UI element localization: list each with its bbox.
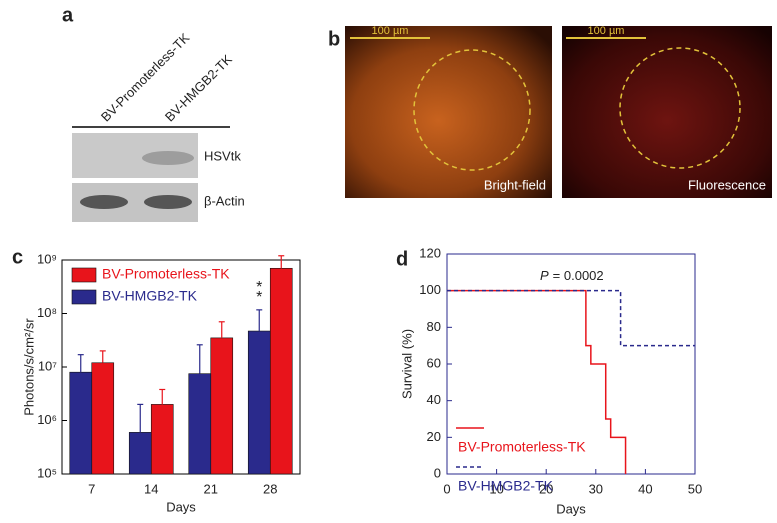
x-axis-label: Days xyxy=(166,499,196,514)
row-label: HSVtk xyxy=(204,148,241,163)
image-label: Bright-field xyxy=(484,177,546,192)
p-text: = 0.0002 xyxy=(553,268,604,283)
panel-label: d xyxy=(396,248,408,270)
y-tick-label: 20 xyxy=(427,429,441,444)
y-tick-label: 60 xyxy=(427,355,441,370)
x-tick-label: 21 xyxy=(204,481,218,496)
legend-label: BV-Promoterless-TK xyxy=(102,266,230,282)
significance: * xyxy=(256,279,262,296)
micrograph xyxy=(345,26,552,198)
x-tick-label: 30 xyxy=(589,481,603,496)
y-tick-label: 80 xyxy=(427,319,441,334)
bar xyxy=(150,404,174,475)
x-tick-label: 50 xyxy=(688,481,702,496)
blot-band xyxy=(80,195,128,209)
y-tick-label: 100 xyxy=(419,282,441,297)
chart-c: 10⁵ 10⁶ 10⁷ 10⁸ 10⁹ 7 14 21 28 ** Days Photons/s/cm… xyxy=(21,251,301,514)
significance: * xyxy=(256,289,262,306)
image-label: Fluorescence xyxy=(688,177,766,192)
x-tick-label: 0 xyxy=(443,481,450,496)
bar xyxy=(91,362,115,475)
x-tick-label: 7 xyxy=(88,481,95,496)
y-tick-label: 10⁷ xyxy=(38,358,57,373)
micrograph xyxy=(562,26,772,198)
p-value: P = 0.0002 xyxy=(540,268,604,283)
x-tick-label: 10 xyxy=(489,481,503,496)
y-tick-label: 40 xyxy=(427,392,441,407)
bar xyxy=(269,267,293,475)
x-tick-label: 28 xyxy=(263,481,277,496)
y-tick-label: 10⁹ xyxy=(37,251,57,266)
panel-label: b xyxy=(328,28,340,50)
legend-label: BV-HMGB2-TK xyxy=(458,478,554,494)
blot-band xyxy=(142,151,194,165)
panel-label: c xyxy=(12,246,23,268)
bar xyxy=(69,371,93,475)
scale-text: 100 µm xyxy=(588,25,625,37)
y-tick-label: 0 xyxy=(434,465,441,480)
scale-text: 100 µm xyxy=(372,25,409,37)
bar xyxy=(128,432,152,475)
x-tick-label: 20 xyxy=(539,481,553,496)
legend-swatch xyxy=(71,267,97,283)
blot-band xyxy=(144,195,192,209)
y-tick-label: 10⁶ xyxy=(37,412,57,427)
legend-label: BV-Promoterless-TK xyxy=(458,439,586,455)
row-label: β-Actin xyxy=(204,193,245,208)
y-tick-label: 120 xyxy=(419,245,441,260)
roi xyxy=(619,47,741,169)
x-tick-label: 14 xyxy=(144,481,158,496)
y-axis-label: Photons/s/cm²/sr xyxy=(21,318,36,416)
bar xyxy=(188,373,212,475)
p-symbol: P xyxy=(540,268,549,283)
x-tick-label: 40 xyxy=(638,481,652,496)
survival-line xyxy=(447,289,627,474)
survival-line xyxy=(447,289,695,347)
x-axis-label: Days xyxy=(556,501,586,516)
lane-label: BV-HMGB2-TK xyxy=(162,51,235,124)
roi xyxy=(413,49,531,171)
legend-label: BV-HMGB2-TK xyxy=(102,288,198,304)
chart-d: 0 10 20 30 40 50 0 20 40 60 80 100 120 BV-Promoterles… xyxy=(399,245,702,516)
y-tick-label: 10⁵ xyxy=(37,465,57,480)
y-tick-label: 10⁸ xyxy=(37,305,57,320)
bar xyxy=(210,337,234,475)
y-axis-label: Survival (%) xyxy=(399,329,414,399)
legend-swatch xyxy=(71,289,97,305)
panel-label: a xyxy=(62,4,74,26)
bar xyxy=(247,330,271,475)
